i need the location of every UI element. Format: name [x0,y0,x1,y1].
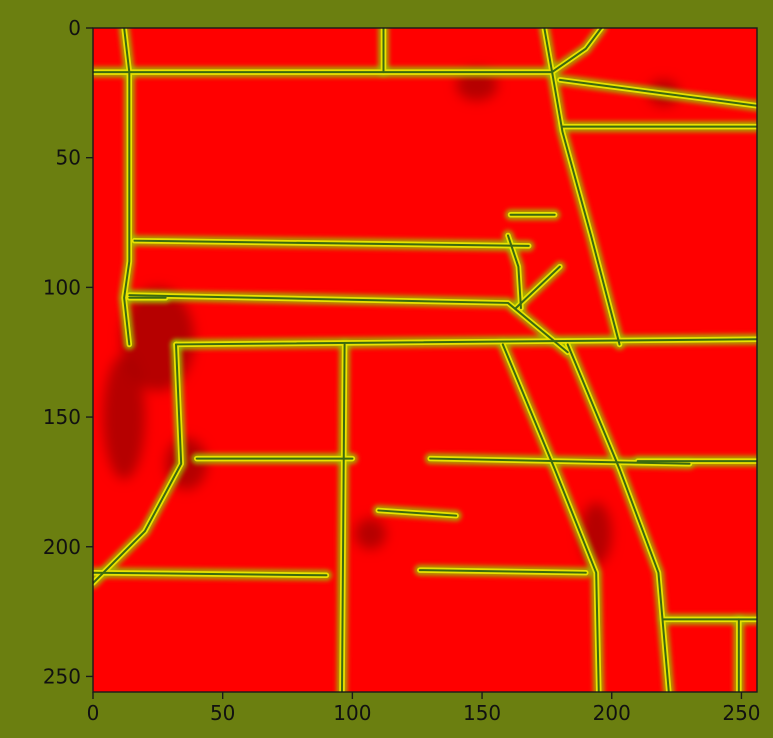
y-tick-label: 150 [43,405,81,429]
x-axis: 0 50 100 150 200 250 [87,692,761,725]
field-boundary [566,343,670,692]
field-boundary [501,343,600,692]
shadow-blob-6 [103,354,145,480]
field-boundary [507,234,522,310]
y-axis: 0 50 100 150 200 250 [43,16,93,688]
field-boundary [175,338,757,346]
field-boundary [429,457,691,465]
field-boundary [418,569,587,574]
field-boundary [93,571,328,577]
field-boundary [123,28,131,346]
field-boundary [543,28,554,74]
field-boundary [514,265,561,310]
y-tick-label: 200 [43,535,81,559]
field-boundary [133,239,530,247]
field-boundary [551,28,603,74]
x-tick-label: 250 [722,701,760,725]
y-tick-label: 0 [68,16,81,40]
y-tick-label: 100 [43,275,81,299]
field-background [93,28,757,692]
x-tick-label: 50 [210,701,235,725]
boundary-layer [93,28,757,692]
boundary-stroke-layer-2 [93,28,757,692]
y-tick-label: 50 [56,146,81,170]
x-tick-label: 0 [87,701,100,725]
plot-frame [92,27,758,693]
y-tick-label: 250 [43,664,81,688]
field-boundary [128,294,569,354]
x-tick-label: 200 [593,701,631,725]
field-boundary [93,343,183,585]
field-boundary [558,78,757,107]
field-boundary [377,509,458,517]
x-tick-label: 100 [333,701,371,725]
shadow-blob-2 [354,518,387,550]
field-boundary [551,71,621,346]
heatmap-image [93,28,757,692]
x-tick-label: 150 [463,701,501,725]
field-boundary [341,343,346,692]
